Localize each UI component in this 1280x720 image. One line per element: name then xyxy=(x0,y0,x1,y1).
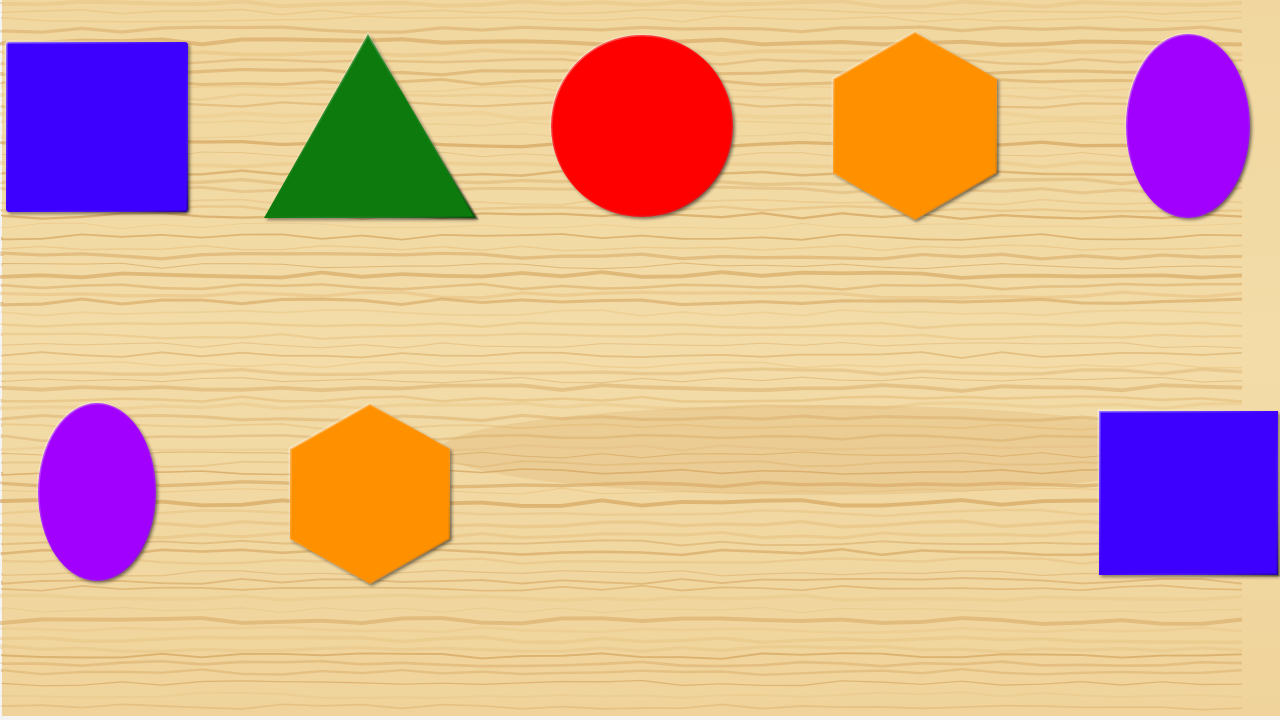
wood-grain-line xyxy=(0,530,1243,540)
slot-circle xyxy=(549,33,735,219)
wood-grain-line xyxy=(0,270,1243,280)
wood-grain-line xyxy=(1,15,1243,23)
piece-oval[interactable] xyxy=(36,401,158,583)
wood-grain-line xyxy=(0,635,1243,645)
wood-grain-line xyxy=(0,593,1243,603)
wood-grain-line xyxy=(1,652,1243,660)
slot-triangle xyxy=(261,30,479,220)
wood-grain-line xyxy=(1,222,1243,230)
wood-grain-line xyxy=(1,691,1243,699)
wood-grain-line xyxy=(0,25,1243,34)
wood-grain-line xyxy=(1,577,1243,585)
wood-grain-line xyxy=(0,211,1243,221)
draggable-pieces xyxy=(36,401,1280,586)
wood-grain-line xyxy=(0,508,1243,518)
wood-grain-line xyxy=(0,547,1243,557)
wood-grain-line xyxy=(0,498,1243,508)
wood-grain-line xyxy=(1,487,1243,495)
wood-grain-line xyxy=(1,361,1243,369)
slot-oval xyxy=(1124,32,1252,220)
wood-grain-line xyxy=(0,401,1243,411)
wood-knot-band xyxy=(440,405,1200,495)
wood-grain-line xyxy=(0,282,1242,291)
wood-grain-line xyxy=(0,395,1243,403)
wood-grain-line xyxy=(1,233,1243,241)
wood-grain-line xyxy=(0,443,1243,452)
wood-grain-line xyxy=(1,423,1243,431)
wood-grain-line xyxy=(0,519,1243,529)
wood-grain-line xyxy=(0,616,1243,626)
wood-grain-line xyxy=(0,290,1243,300)
wood-grain-line xyxy=(0,667,1243,677)
slot-square xyxy=(4,40,190,214)
wood-grain-line xyxy=(1,468,1243,476)
wood-grain-line xyxy=(0,413,1243,423)
wood-grain-line xyxy=(1,309,1243,317)
target-slots xyxy=(4,30,1252,222)
wood-grain-line xyxy=(1,262,1243,270)
wood-grain-line xyxy=(0,659,1243,668)
wood-grain-line xyxy=(1,460,1243,468)
wood-grain-line xyxy=(1,351,1243,359)
wood-grain-line xyxy=(1,539,1243,547)
wood-grain-line xyxy=(0,644,1243,654)
wood-grain-line xyxy=(1,341,1243,349)
wood-grain-line xyxy=(0,321,1243,330)
wood-grain-line xyxy=(0,433,1243,443)
wood-grain-line xyxy=(0,367,1243,377)
wood-grain-line xyxy=(0,383,1243,393)
piece-square[interactable] xyxy=(1097,409,1280,577)
wood-grain-line xyxy=(1,451,1243,459)
wood-grain-line xyxy=(1,8,1243,16)
wood-grain-line xyxy=(1,679,1243,687)
wood-grain-line xyxy=(0,625,1243,635)
wood-grain-line xyxy=(0,0,1243,9)
wood-grain-line xyxy=(1,584,1243,592)
slot-hexagon xyxy=(831,30,999,222)
wood-grain-line xyxy=(1,569,1243,577)
piece-hexagon[interactable] xyxy=(288,402,452,586)
wood-grain-line xyxy=(0,479,1243,489)
wood-grain-line xyxy=(1,244,1243,252)
wood-grain-line xyxy=(1,703,1243,711)
wood-grain-line xyxy=(0,297,1243,307)
wood-grain-line xyxy=(0,332,1243,341)
wood-grain-line xyxy=(1,376,1243,384)
wood-grain-line xyxy=(1,606,1243,614)
wood-grain-line xyxy=(0,251,1243,261)
wood-grain-line xyxy=(1,556,1243,565)
